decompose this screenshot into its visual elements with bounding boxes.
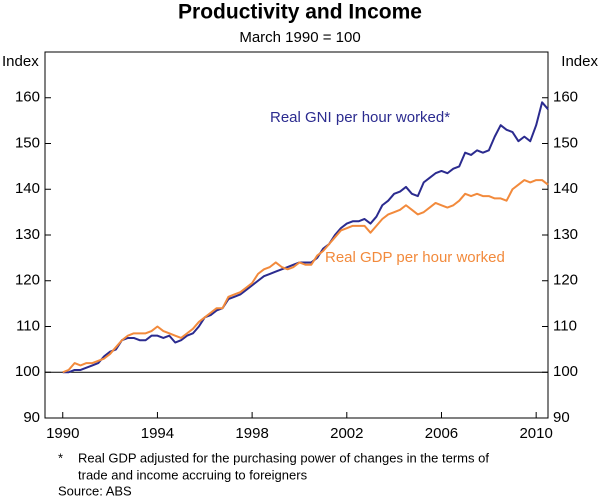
source: Source: ABS [58, 483, 132, 498]
x-tick-label: 2006 [425, 425, 458, 442]
y-tick-label: 110 [16, 317, 40, 334]
x-tick-label: 1994 [141, 425, 174, 442]
y2-tick-label: 140 [553, 180, 578, 197]
x-tick-label: 2010 [519, 425, 552, 442]
y2-tick-label: 130 [553, 226, 578, 243]
footnote-marker: * [58, 450, 63, 465]
x-tick-label: 1990 [46, 425, 79, 442]
y-axis-label: Index [2, 53, 39, 70]
y2-tick-label: 150 [553, 134, 578, 151]
series-line [62, 179, 549, 374]
y-tick-label: 100 [15, 363, 40, 380]
y2-tick-label: 90 [553, 409, 570, 426]
x-tick-label: 1998 [235, 425, 268, 442]
y-tick-label: 130 [15, 226, 40, 243]
plot-frame [44, 51, 549, 419]
chart-subtitle: March 1990 = 100 [239, 29, 360, 46]
chart-title: Productivity and Income [178, 1, 422, 24]
footnote: trade and income accruing to foreigners [78, 467, 308, 482]
y-tick-label: 150 [15, 134, 40, 151]
series-annotation: Real GNI per hour worked* [270, 109, 450, 126]
y2-tick-label: 100 [553, 363, 578, 380]
series-line [62, 101, 549, 374]
y2-tick-label: 120 [553, 272, 578, 289]
series-annotation: Real GDP per hour worked [325, 249, 505, 266]
footnote: Real GDP adjusted for the purchasing pow… [78, 450, 489, 465]
y-tick-label: 160 [15, 89, 40, 106]
y-tick-label: 120 [15, 272, 40, 289]
y2-tick-label: 110 [553, 317, 577, 334]
y2-axis-label: Index [561, 53, 598, 70]
x-tick-label: 2002 [330, 425, 363, 442]
y-tick-label: 90 [23, 409, 40, 426]
y-tick-label: 140 [15, 180, 40, 197]
y2-tick-label: 160 [553, 89, 578, 106]
